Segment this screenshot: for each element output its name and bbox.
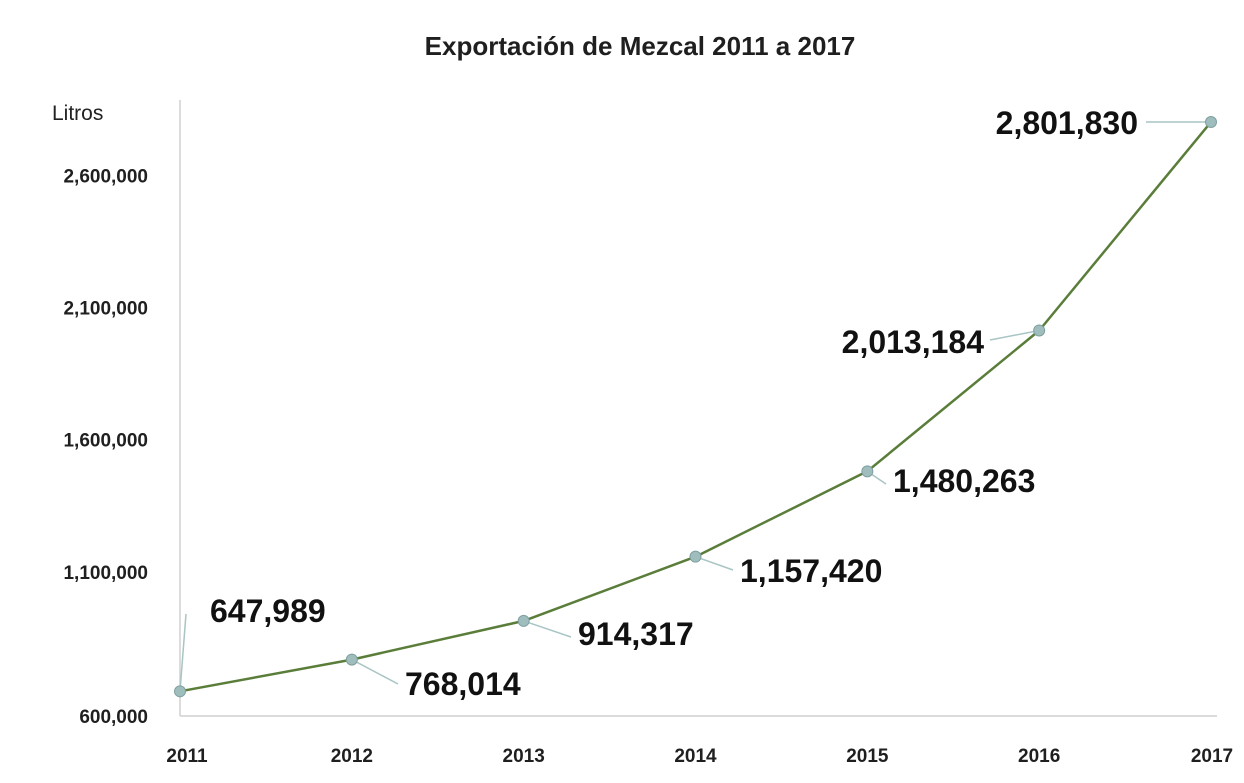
data-label-leader: [989, 329, 1040, 341]
y-axis-ticks: 600,000 1,100,000 1,600,000 2,100,000 2,600,…: [63, 166, 148, 728]
data-point: [345, 653, 358, 666]
y-axis-unit-label: Litros: [52, 102, 103, 125]
data-label: 2,801,830: [996, 105, 1138, 141]
data-label: 1,480,263: [893, 463, 1035, 499]
y-tick-label: 600,000: [79, 707, 148, 728]
data-label: 1,157,420: [740, 553, 882, 589]
series-line: [179, 121, 1212, 693]
data-label: 768,014: [405, 666, 521, 702]
x-tick-label: 2013: [503, 746, 545, 767]
y-tick-label: 1,100,000: [63, 563, 148, 584]
y-tick-label: 1,600,000: [63, 431, 148, 452]
data-point-markers: [174, 116, 1217, 698]
data-point: [1205, 116, 1217, 128]
data-label: 2,013,184: [842, 324, 985, 360]
data-label-leader: [351, 658, 399, 685]
data-label-leader: [523, 620, 572, 638]
data-label: 647,989: [210, 593, 326, 629]
data-point: [689, 550, 702, 563]
data-label-leader: [695, 555, 734, 571]
data-point: [174, 685, 186, 698]
x-tick-label: 2012: [331, 746, 373, 767]
data-point: [861, 465, 874, 478]
series-line-group: [179, 121, 1212, 693]
axes: [179, 100, 1217, 717]
x-tick-label: 2017: [1191, 746, 1233, 767]
x-axis-ticks: 2011 2012 2013 2014 2015 2016 2017: [166, 746, 1233, 767]
data-point: [1033, 324, 1046, 337]
chart-title: Exportación de Mezcal 2011 a 2017: [425, 31, 856, 61]
x-tick-label: 2011: [166, 746, 208, 767]
y-tick-label: 2,600,000: [63, 166, 148, 187]
y-tick-label: 2,100,000: [63, 299, 148, 320]
x-tick-label: 2016: [1018, 746, 1060, 767]
data-point: [517, 614, 530, 627]
data-label-leaders: [179, 121, 1211, 692]
data-labels: 647,989 768,014 914,317 1,157,420 1,480,263 2…: [210, 105, 1138, 702]
data-label-leader: [179, 613, 187, 692]
data-label: 914,317: [578, 616, 694, 652]
x-tick-label: 2015: [846, 746, 889, 767]
x-tick-label: 2014: [674, 746, 717, 767]
